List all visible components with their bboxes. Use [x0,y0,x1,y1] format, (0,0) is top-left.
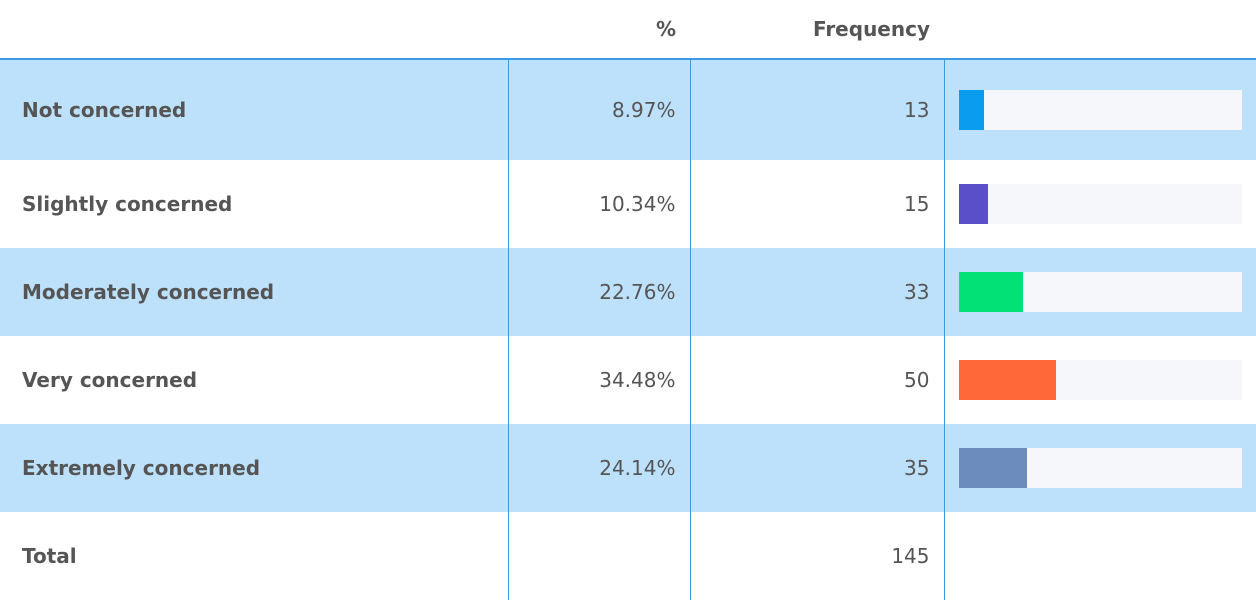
row-label: Moderately concerned [0,248,508,336]
bar [958,90,984,130]
frequency-cell: 13 [689,59,944,160]
row-label: Very concerned [22,368,198,392]
percent-cell: 22.76% [507,248,690,336]
percent-cell: 10.34% [507,160,690,248]
row-label: Total [22,544,77,568]
bar [958,360,1057,400]
bar-track [958,90,1242,130]
frequency-cell: 15 [689,160,944,248]
row: Very concerned 34.48% 50 [0,336,1256,424]
header-cell [0,0,508,60]
total-row: Total 145 [0,512,1256,600]
header-cell: % [508,0,690,60]
bar-cell [943,160,1256,248]
bar-cell [943,59,1256,160]
header-cell [944,0,1256,60]
bar-track [958,360,1242,400]
row-label: Slightly concerned [22,192,233,216]
bar-track [958,184,1242,224]
row: Moderately concerned 22.76% 33 [0,248,1256,336]
percent-cell [507,512,690,600]
frequency-cell: 35 [689,424,944,512]
frequency-cell: 145 [689,512,944,600]
row-label: Not concerned [0,59,508,160]
percent-cell: 8.97% [507,59,690,160]
bar-track [958,448,1242,488]
header-cell: Frequency [690,0,944,60]
bar [958,448,1027,488]
bar [958,272,1024,312]
bar [958,184,988,224]
bar-cell [943,424,1256,512]
bar-cell [943,336,1256,424]
row: Slightly concerned 10.34% 15 [0,160,1256,248]
percent-cell: 24.14% [507,424,690,512]
table-body: Not concerned 8.97% 13 Slightly concerned 10… [0,59,1256,600]
percent-cell: 34.48% [507,336,690,424]
row: Extremely concerned 24.14% 35 [0,424,1256,512]
bar-track [958,272,1242,312]
frequency-cell: 50 [689,336,944,424]
row-label: Extremely concerned [0,424,508,512]
frequency-cell: 33 [689,248,944,336]
header-row: % Frequency [0,0,1256,60]
bar-cell [943,248,1256,336]
row: Not concerned 8.97% 13 [0,59,1256,160]
bar-cell [943,512,1256,600]
